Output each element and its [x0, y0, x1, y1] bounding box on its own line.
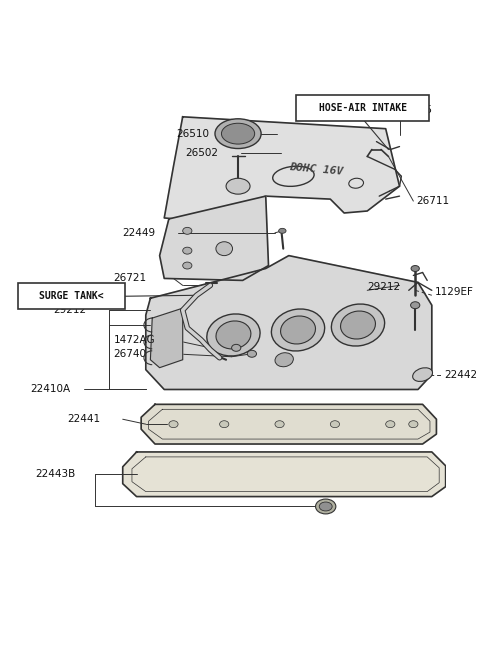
Text: HOSE-AIR INTAKE: HOSE-AIR INTAKE: [319, 103, 407, 113]
Ellipse shape: [215, 119, 261, 148]
Ellipse shape: [275, 353, 293, 367]
Text: 26711: 26711: [416, 196, 449, 206]
Ellipse shape: [330, 420, 339, 428]
Polygon shape: [123, 452, 445, 497]
Text: 26502: 26502: [185, 148, 218, 158]
Ellipse shape: [216, 321, 251, 349]
Ellipse shape: [169, 420, 178, 428]
Text: 29212: 29212: [54, 305, 87, 315]
Text: 22405: 22405: [399, 105, 432, 115]
Text: 1472AG: 1472AG: [113, 335, 155, 345]
Ellipse shape: [183, 247, 192, 254]
Text: 22410A: 22410A: [30, 384, 71, 394]
Polygon shape: [160, 196, 268, 281]
Text: 22443B: 22443B: [35, 468, 75, 479]
Text: 22449: 22449: [123, 228, 156, 238]
Ellipse shape: [281, 316, 315, 344]
Text: SURGE TANK<: SURGE TANK<: [39, 291, 103, 302]
Ellipse shape: [231, 344, 241, 351]
Text: 26740: 26740: [113, 349, 146, 359]
Ellipse shape: [385, 420, 395, 428]
Text: 1129EF: 1129EF: [434, 287, 473, 298]
Ellipse shape: [275, 420, 284, 428]
Ellipse shape: [183, 262, 192, 269]
Ellipse shape: [340, 311, 375, 339]
Ellipse shape: [411, 265, 420, 271]
Ellipse shape: [219, 420, 229, 428]
Ellipse shape: [315, 499, 336, 514]
Ellipse shape: [271, 309, 324, 351]
FancyBboxPatch shape: [296, 95, 429, 121]
Ellipse shape: [331, 304, 384, 346]
Ellipse shape: [319, 502, 332, 511]
Text: 26510: 26510: [176, 129, 209, 139]
Text: 22441: 22441: [67, 414, 100, 424]
Text: DOHC 16V: DOHC 16V: [289, 162, 344, 177]
Polygon shape: [164, 117, 399, 221]
Ellipse shape: [410, 302, 420, 309]
Ellipse shape: [183, 227, 192, 235]
Ellipse shape: [409, 420, 418, 428]
Ellipse shape: [207, 314, 260, 356]
Text: 26721: 26721: [113, 273, 146, 283]
Ellipse shape: [247, 350, 256, 357]
Ellipse shape: [279, 229, 286, 233]
Ellipse shape: [216, 242, 232, 256]
Polygon shape: [146, 256, 432, 390]
Ellipse shape: [221, 124, 255, 144]
FancyBboxPatch shape: [18, 283, 125, 309]
Text: 22442: 22442: [444, 370, 477, 380]
Ellipse shape: [413, 368, 432, 382]
Text: 29212: 29212: [367, 283, 400, 292]
Polygon shape: [141, 404, 436, 444]
Ellipse shape: [226, 178, 250, 194]
Polygon shape: [150, 308, 183, 368]
